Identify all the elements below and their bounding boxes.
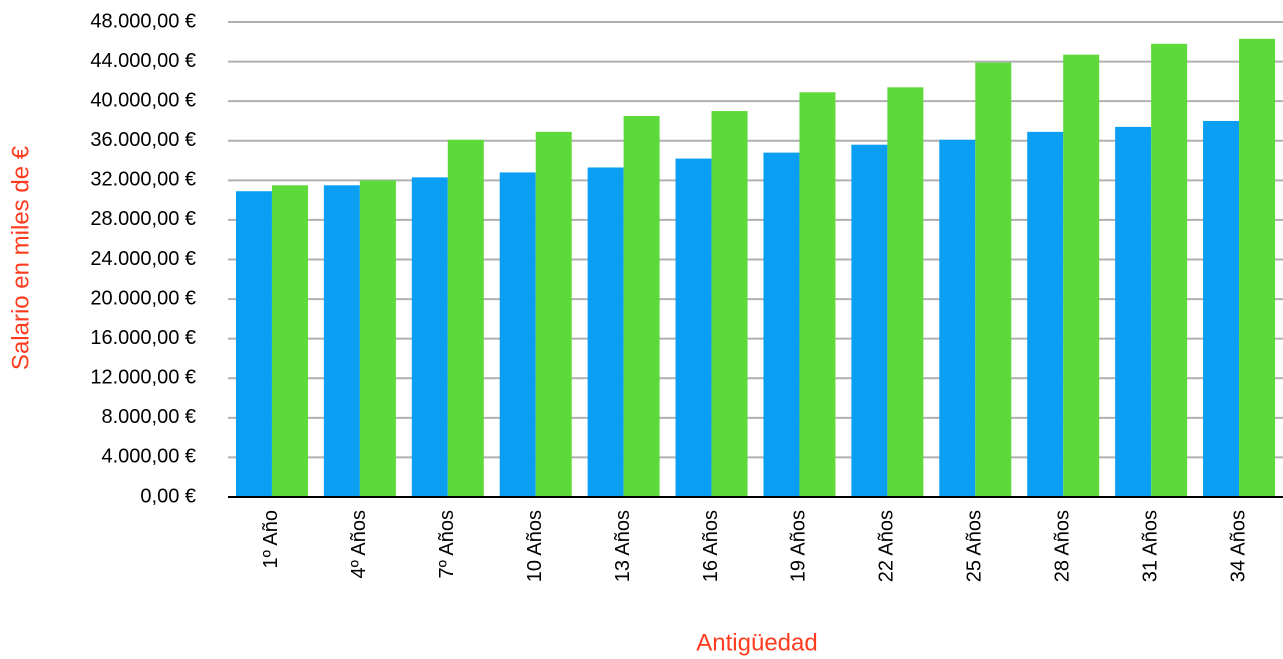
x-tick-label: 10 Años (524, 510, 546, 582)
bar (711, 111, 748, 497)
bar (887, 87, 924, 497)
y-tick-label: 48.000,00 € (90, 10, 196, 32)
x-tick-label: 13 Años (612, 510, 634, 582)
x-tick-label: 28 Años (1051, 510, 1073, 582)
y-tick-label: 20.000,00 € (90, 287, 196, 309)
bar (1151, 43, 1188, 497)
y-tick-label: 16.000,00 € (90, 327, 196, 349)
bar (939, 139, 976, 497)
y-tick-label: 36.000,00 € (90, 129, 196, 151)
x-tick-label: 22 Años (876, 510, 898, 582)
bar (1063, 54, 1100, 497)
y-tick-label: 4.000,00 € (101, 446, 196, 468)
bar (1203, 120, 1240, 497)
x-tick-label: 25 Años (964, 510, 986, 582)
bar (271, 185, 308, 497)
bar (975, 62, 1012, 498)
y-tick-label: 32.000,00 € (90, 169, 196, 191)
x-axis-title: Antigüedad (696, 629, 817, 656)
bar (535, 131, 572, 497)
bar (799, 92, 836, 498)
bar (675, 158, 712, 497)
x-tick-label: 1º Año (260, 510, 282, 568)
bar (1115, 126, 1152, 497)
y-tick-label: 0,00 € (140, 485, 196, 507)
bar (851, 144, 888, 498)
y-tick-label: 28.000,00 € (90, 208, 196, 230)
bar (359, 180, 396, 498)
x-tick-label: 16 Años (700, 510, 722, 582)
x-tick-label: 4º Años (348, 510, 370, 578)
x-tick-label: 34 Años (1227, 510, 1249, 582)
bar (763, 152, 800, 497)
y-tick-label: 24.000,00 € (90, 248, 196, 270)
bar (587, 167, 624, 497)
bar (499, 172, 536, 497)
y-tick-label: 8.000,00 € (101, 406, 196, 428)
bar (323, 185, 360, 497)
bar (235, 191, 272, 497)
y-tick-label: 44.000,00 € (90, 50, 196, 72)
x-tick-label: 7º Años (436, 510, 458, 578)
x-tick-label: 19 Años (788, 510, 810, 582)
bar (411, 177, 448, 498)
y-tick-label: 12.000,00 € (90, 367, 196, 389)
bar (1027, 131, 1064, 497)
bar (623, 116, 660, 498)
x-tick-label: 31 Años (1139, 510, 1161, 582)
bar (1239, 38, 1276, 498)
bar (447, 139, 484, 497)
y-tick-label: 40.000,00 € (90, 89, 196, 111)
y-axis-title: Salario en miles de € (7, 145, 34, 370)
